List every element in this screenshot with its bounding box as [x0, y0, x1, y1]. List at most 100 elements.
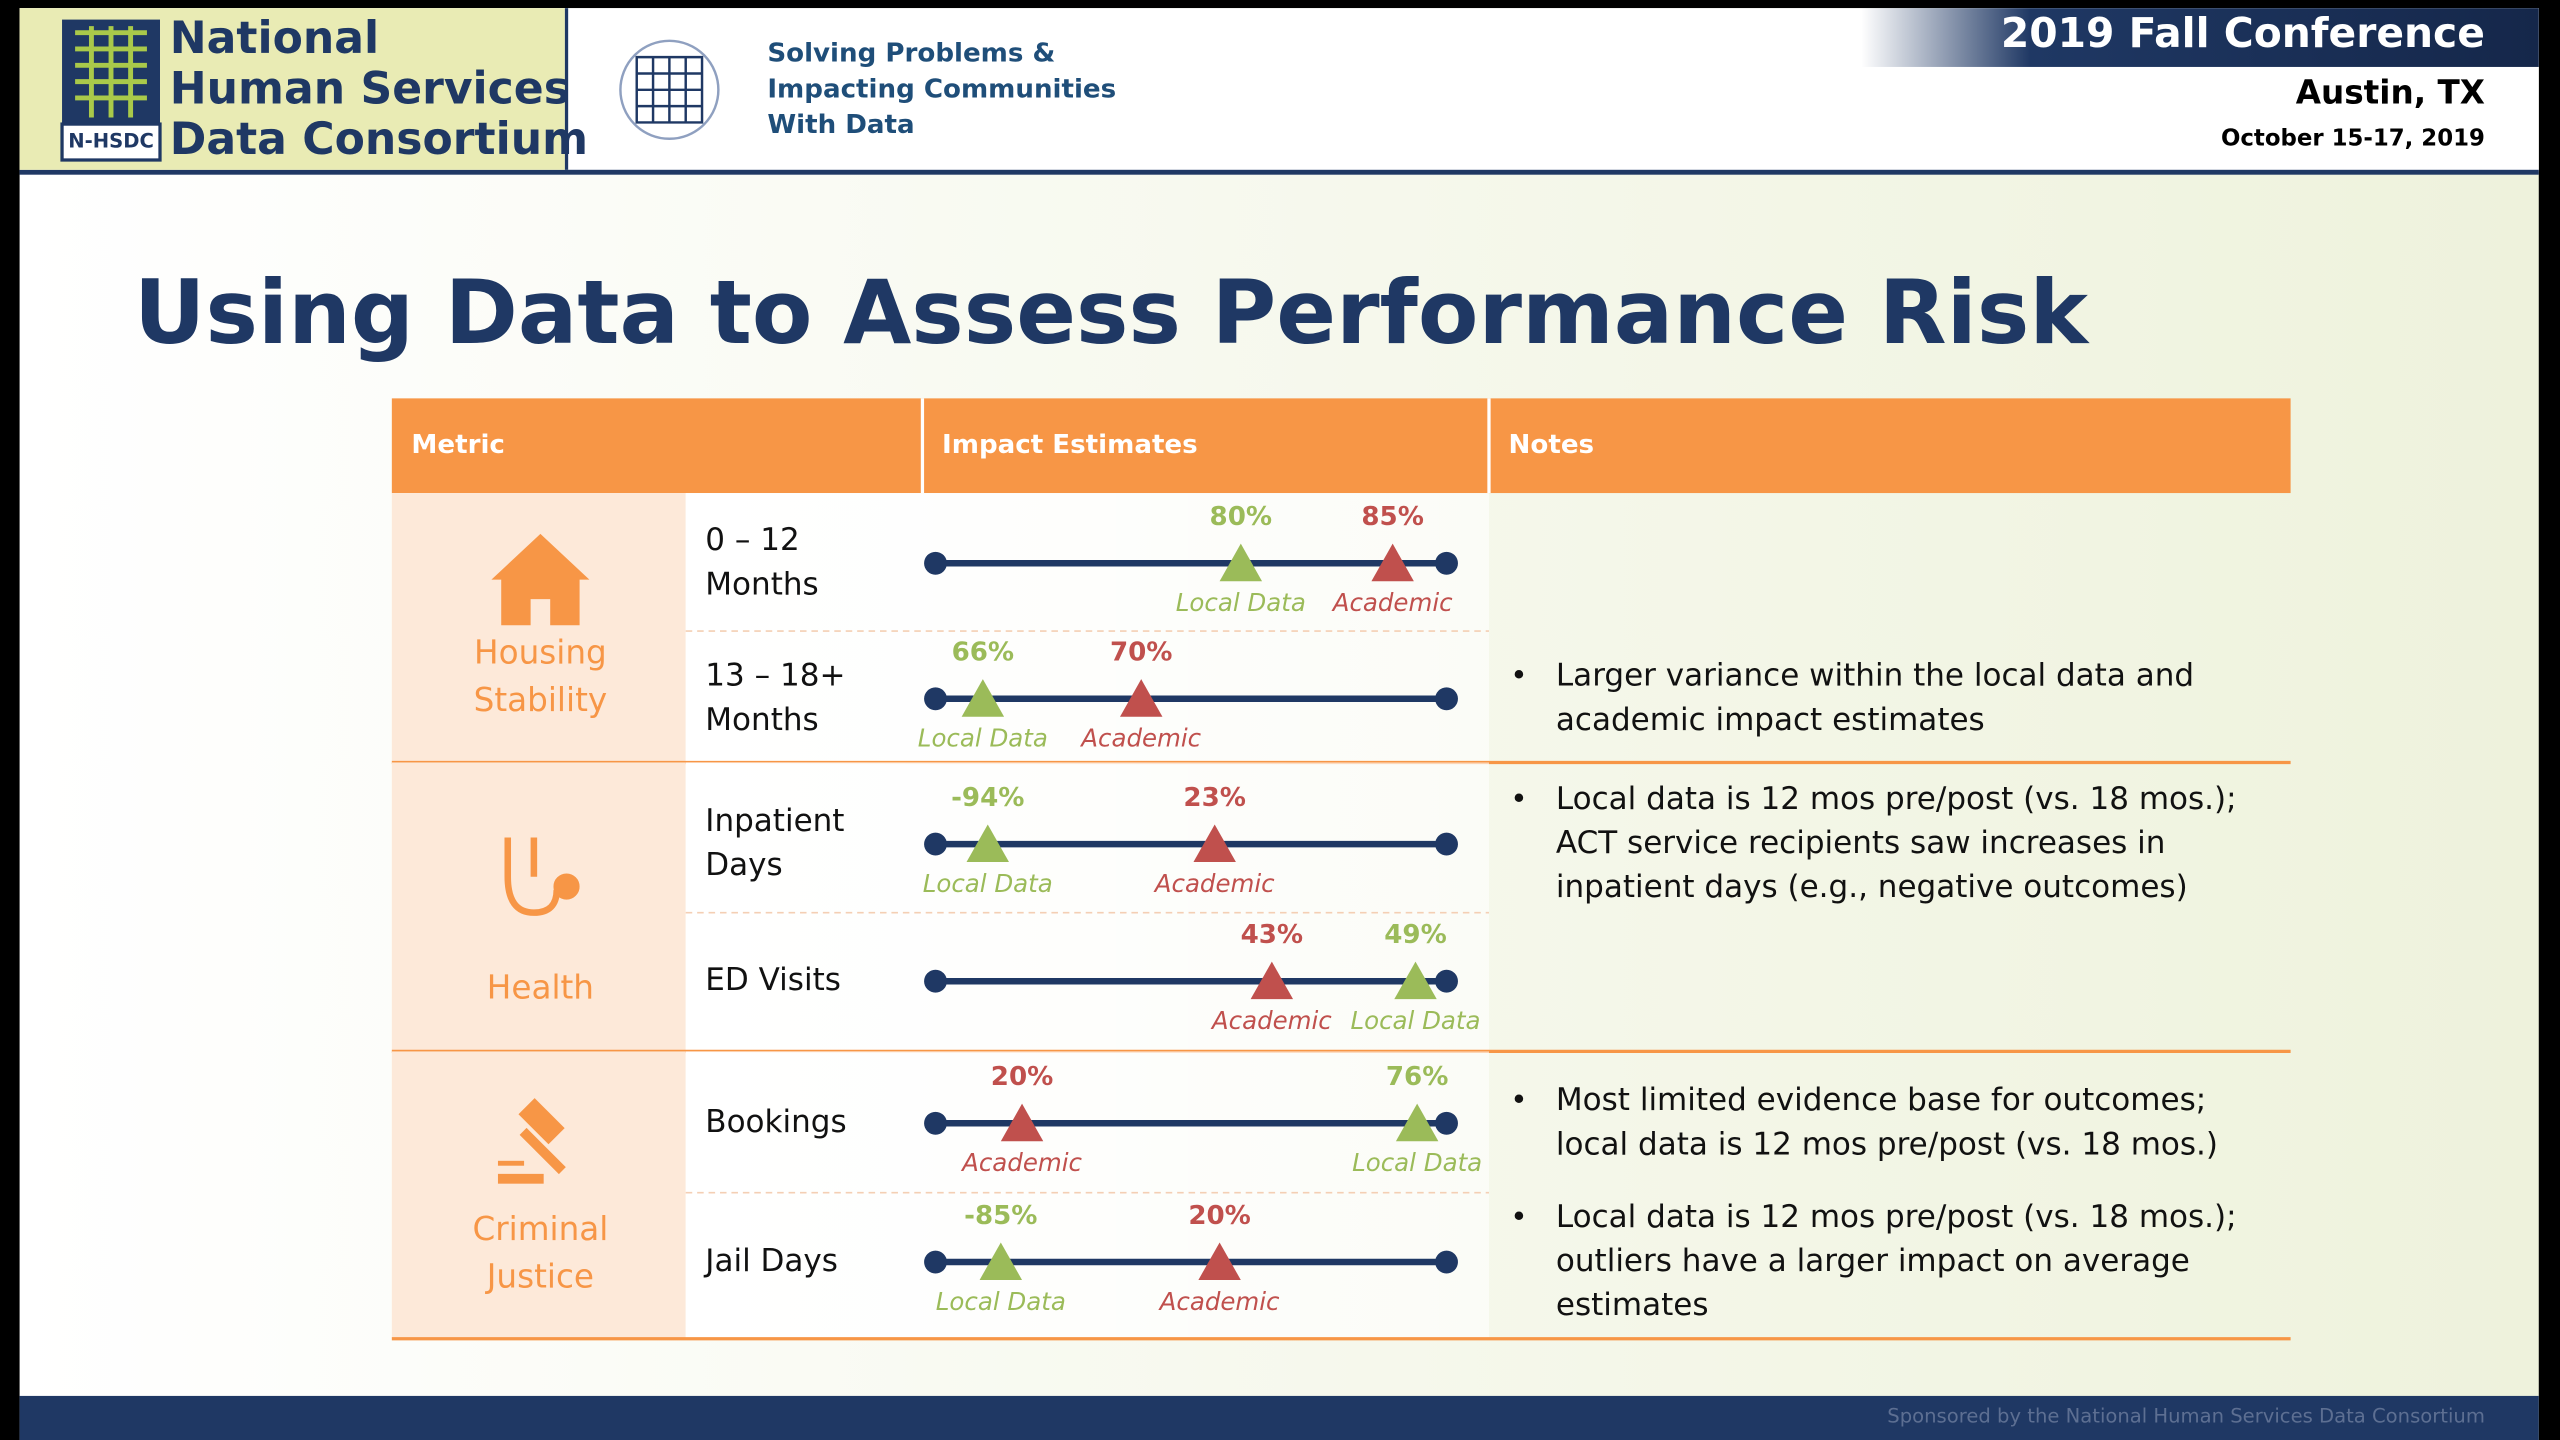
estimate-marker [1120, 679, 1163, 717]
estimate-legend: Academic [1210, 1006, 1332, 1035]
row-area [685, 762, 1489, 1052]
group-name: Justice [485, 1257, 594, 1295]
estimate-legend: Local Data [936, 1287, 1066, 1316]
org-name: National [170, 13, 379, 64]
column-header: Metric [411, 430, 504, 460]
track-end [924, 832, 947, 856]
note-text: outliers have a larger impact on average [1556, 1243, 2190, 1279]
estimate-marker [1394, 961, 1437, 1000]
track-end [924, 1250, 947, 1274]
track-end [924, 969, 947, 993]
note-text: academic impact estimates [1556, 702, 1985, 738]
icon-gavel-lines [497, 1160, 525, 1166]
group-cell [391, 762, 686, 1052]
header-rule [19, 169, 2539, 175]
row-label: ED Visits [705, 962, 841, 998]
estimate-legend: Academic [1331, 588, 1453, 617]
estimate-marker [1193, 824, 1236, 863]
conference-name: 2019 Fall Conference [2001, 9, 2485, 57]
estimate-marker [1198, 1242, 1241, 1280]
estimate-legend: Local Data [923, 869, 1053, 898]
conference-banner [1861, 8, 2539, 67]
table: Metric Impact Estimates Notes Housing Stabil… [391, 398, 2291, 1341]
icon-gavel-handle [519, 1127, 566, 1175]
icon-house-shape [491, 533, 590, 626]
icon-house [491, 533, 590, 626]
footer-text: Sponsored by the National Human Services… [1887, 1405, 2485, 1428]
track-end [1435, 832, 1458, 856]
row-label: 0 – 12 [705, 522, 799, 558]
icon-stethoscope [504, 837, 580, 916]
estimate-value: 80% [1210, 502, 1273, 532]
estimate-value: 20% [1188, 1201, 1251, 1231]
track-end [1435, 1111, 1458, 1135]
tagline: Solving Problems & [767, 38, 1055, 68]
estimate-marker [1250, 961, 1294, 1000]
note-bullet: • [1510, 1083, 1527, 1117]
row-label: Days [705, 847, 782, 883]
estimate-value: 66% [952, 638, 1015, 668]
estimate-value: 23% [1183, 783, 1246, 813]
estimate-marker [1000, 1103, 1044, 1142]
note-text: local data is 12 mos pre/post (vs. 18 mo… [1556, 1126, 2218, 1162]
estimate-value: 70% [1110, 638, 1173, 668]
row-label: Bookings [705, 1104, 846, 1140]
note-text: inpatient days (e.g., negative outcomes) [1556, 869, 2188, 905]
row-label: Jail Days [703, 1243, 838, 1279]
org-name: Data Consortium [170, 114, 588, 165]
row-area [685, 1051, 1489, 1339]
estimate-legend: Academic [1153, 869, 1275, 898]
icon-stethoscope-tube [504, 837, 560, 916]
note-bullet: • [1510, 781, 1527, 815]
track-end [924, 1111, 947, 1135]
track-end [1435, 969, 1458, 993]
row-area [685, 493, 1489, 763]
note-text: Local data is 12 mos pre/post (vs. 18 mo… [1556, 781, 2237, 817]
estimate-value: 43% [1241, 920, 1304, 950]
column-header: Notes [1509, 430, 1595, 460]
estimate-value: 85% [1361, 502, 1424, 532]
estimate-marker [1395, 1103, 1439, 1142]
conference-dates: October 15-17, 2019 [2221, 125, 2485, 151]
tagline-icon [619, 39, 720, 140]
estimate-marker [1219, 543, 1263, 582]
estimate-value: 20% [991, 1062, 1053, 1092]
tagline: Impacting Communities [767, 74, 1116, 104]
table-header [391, 398, 2291, 494]
note-bullet: • [1510, 1199, 1527, 1233]
estimate-marker [1371, 543, 1414, 582]
estimate-legend: Local Data [918, 724, 1048, 753]
note-text: Local data is 12 mos pre/post (vs. 18 mo… [1556, 1199, 2237, 1235]
footer-bar [19, 1395, 2539, 1440]
estimate-legend: Academic [960, 1148, 1082, 1177]
icon-gavel-head [518, 1098, 565, 1145]
note-text: Most limited evidence base for outcomes; [1556, 1082, 2206, 1118]
tagline: With Data [767, 110, 914, 140]
row-label: Inpatient [705, 803, 844, 839]
estimate-legend: Academic [1079, 724, 1201, 753]
group-name: Health [487, 968, 594, 1006]
note-text: ACT service recipients saw increases in [1556, 825, 2166, 861]
column-header: Impact Estimates [942, 430, 1198, 460]
estimate-value: 76% [1386, 1062, 1449, 1092]
estimate-marker [961, 679, 1005, 717]
logo-divider [564, 8, 569, 170]
note-text: estimates [1556, 1287, 1709, 1323]
note-text: Larger variance within the local data an… [1556, 658, 2194, 694]
group-name: Housing [474, 634, 607, 672]
conference-location: Austin, TX [2296, 74, 2485, 112]
slide-title: Using Data to Assess Performance Risk [134, 261, 2090, 364]
track-end [1435, 687, 1458, 711]
estimate-value: -94% [951, 783, 1024, 813]
group-name: Stability [474, 681, 608, 719]
estimate-value: 49% [1384, 920, 1447, 950]
group-cell [391, 493, 686, 763]
group-cell [391, 1051, 686, 1339]
org-name: Human Services [170, 63, 570, 114]
row-label: Months [705, 566, 818, 602]
icon-gavel [497, 1098, 566, 1184]
estimate-marker [966, 824, 1009, 863]
note-bullet: • [1510, 658, 1527, 692]
